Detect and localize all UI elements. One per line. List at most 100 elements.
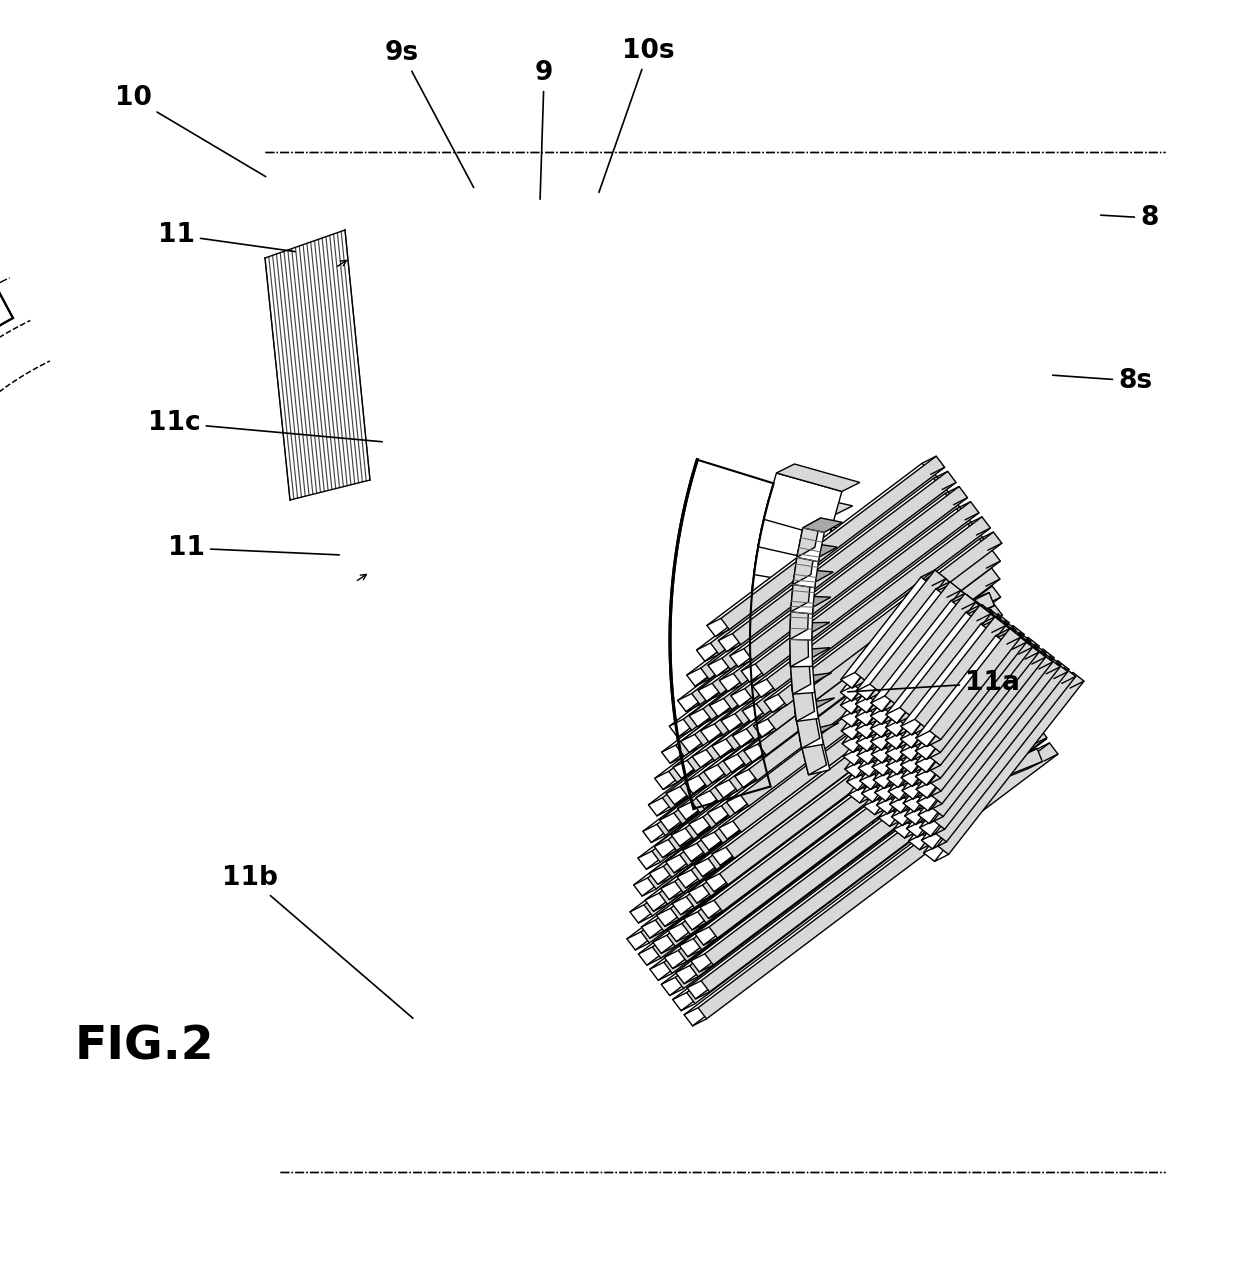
Polygon shape	[863, 614, 1009, 796]
Polygon shape	[923, 661, 1069, 843]
Polygon shape	[861, 608, 988, 671]
Polygon shape	[708, 497, 941, 676]
Polygon shape	[905, 659, 1039, 824]
Polygon shape	[905, 645, 1045, 819]
Polygon shape	[854, 575, 952, 694]
Polygon shape	[885, 613, 1001, 756]
Polygon shape	[758, 499, 835, 561]
Polygon shape	[657, 599, 963, 836]
Polygon shape	[725, 640, 1009, 858]
Polygon shape	[707, 614, 980, 824]
Polygon shape	[634, 641, 966, 896]
Polygon shape	[720, 456, 945, 629]
Polygon shape	[790, 607, 813, 640]
Polygon shape	[750, 555, 823, 611]
Polygon shape	[835, 590, 977, 659]
Polygon shape	[915, 632, 1024, 766]
Polygon shape	[663, 632, 982, 877]
Polygon shape	[847, 661, 1004, 736]
Polygon shape	[758, 568, 999, 755]
Polygon shape	[887, 618, 1008, 769]
Polygon shape	[830, 546, 950, 605]
Polygon shape	[692, 594, 975, 813]
Polygon shape	[833, 528, 946, 585]
Polygon shape	[689, 712, 1035, 977]
Polygon shape	[703, 609, 987, 828]
Polygon shape	[821, 667, 993, 748]
Polygon shape	[673, 569, 946, 779]
Text: 9: 9	[534, 59, 553, 200]
Polygon shape	[870, 748, 1043, 829]
Polygon shape	[722, 607, 994, 817]
Polygon shape	[901, 643, 1017, 786]
Polygon shape	[916, 660, 1039, 810]
Polygon shape	[707, 463, 931, 637]
Polygon shape	[683, 528, 945, 731]
Polygon shape	[843, 538, 963, 598]
Polygon shape	[854, 570, 946, 681]
Polygon shape	[828, 685, 999, 766]
Polygon shape	[790, 657, 815, 694]
Polygon shape	[744, 487, 967, 660]
Polygon shape	[833, 643, 998, 720]
Polygon shape	[655, 571, 939, 790]
Polygon shape	[826, 562, 952, 626]
Polygon shape	[718, 574, 980, 776]
Polygon shape	[761, 518, 847, 538]
Polygon shape	[754, 527, 828, 586]
Polygon shape	[698, 743, 1058, 1019]
Polygon shape	[842, 678, 1014, 758]
Polygon shape	[791, 597, 831, 607]
Polygon shape	[712, 507, 955, 694]
Polygon shape	[874, 617, 1008, 782]
Polygon shape	[842, 602, 963, 752]
Polygon shape	[870, 600, 962, 712]
Polygon shape	[830, 598, 965, 664]
Polygon shape	[854, 703, 1004, 775]
Polygon shape	[872, 621, 987, 763]
Polygon shape	[696, 599, 968, 809]
Polygon shape	[851, 651, 986, 715]
Polygon shape	[870, 611, 973, 737]
Polygon shape	[856, 685, 998, 753]
Polygon shape	[930, 643, 1039, 779]
Polygon shape	[714, 675, 1021, 911]
Polygon shape	[738, 571, 990, 766]
Polygon shape	[900, 629, 998, 748]
Polygon shape	[868, 540, 973, 593]
Polygon shape	[637, 624, 957, 870]
Polygon shape	[843, 590, 978, 656]
Polygon shape	[849, 695, 1021, 776]
Polygon shape	[645, 656, 977, 911]
Polygon shape	[826, 667, 991, 744]
Polygon shape	[647, 633, 980, 889]
Polygon shape	[915, 641, 1013, 760]
Polygon shape	[900, 633, 1003, 761]
Polygon shape	[893, 637, 1039, 819]
Polygon shape	[835, 633, 977, 702]
Polygon shape	[874, 635, 1009, 801]
Polygon shape	[682, 680, 1014, 934]
Polygon shape	[870, 602, 986, 744]
Polygon shape	[858, 626, 993, 691]
Polygon shape	[915, 637, 1030, 780]
Polygon shape	[727, 611, 988, 813]
Polygon shape	[663, 698, 1024, 973]
Polygon shape	[892, 651, 1032, 825]
Polygon shape	[839, 626, 990, 696]
Polygon shape	[921, 675, 1061, 849]
Polygon shape	[704, 710, 1037, 964]
Polygon shape	[769, 490, 853, 514]
Polygon shape	[935, 667, 1076, 842]
Polygon shape	[818, 616, 968, 686]
Polygon shape	[656, 666, 1001, 932]
Polygon shape	[686, 612, 981, 839]
Polygon shape	[680, 629, 987, 866]
Polygon shape	[849, 738, 1022, 818]
Polygon shape	[792, 672, 832, 685]
Polygon shape	[862, 679, 1012, 750]
Polygon shape	[856, 589, 947, 700]
Polygon shape	[749, 583, 821, 635]
Polygon shape	[820, 650, 983, 727]
Polygon shape	[709, 693, 1028, 938]
